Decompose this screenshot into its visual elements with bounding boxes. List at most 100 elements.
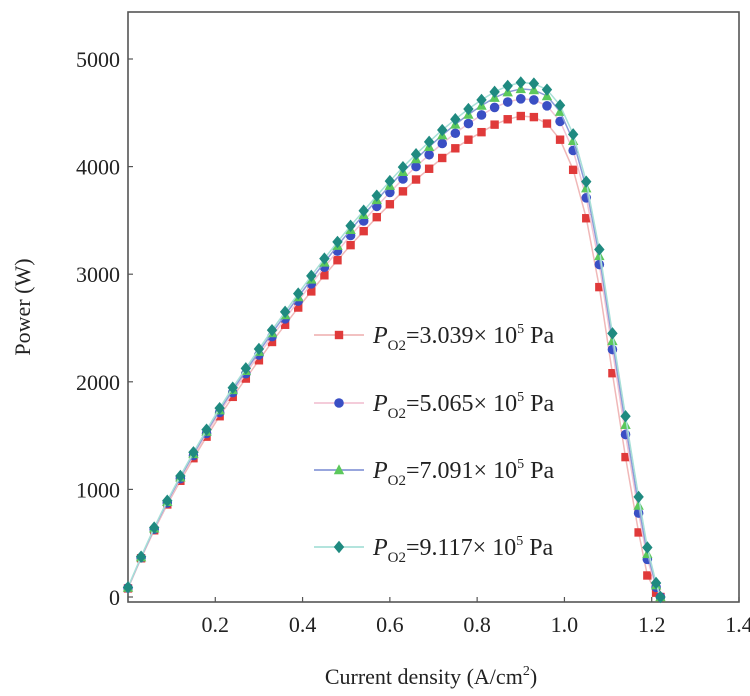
series-1-point [320,271,329,280]
y-tick-label: 0 [109,585,120,610]
series-4-point [489,85,500,99]
legend-item-1: PO2=3.039× 105 Pa [314,322,554,354]
x-tick-label: 0.8 [463,612,491,637]
series-1-point [438,153,447,163]
x-tick-label: 1.2 [638,612,666,637]
series-4-point [554,99,566,112]
legend-label: PO2=3.039× 105 Pa [372,322,554,354]
series-2-point [437,138,448,149]
series-2-point [398,174,408,184]
series-4-point [384,174,396,188]
series-4-point [450,113,461,126]
series-4-point [515,76,526,89]
series-1-point [464,135,473,144]
series-4-point [122,581,134,594]
series-4-point [162,494,173,507]
legend: PO2=3.039× 105 Pa PO2=5.065× 105 Pa PO2=7.… [314,322,554,566]
series-1-point [307,287,316,296]
x-tick-label: 1.4 [725,612,750,637]
series-1-point [634,528,643,537]
series-4-point [607,327,618,340]
series-3-point [633,499,644,510]
series-1-point [254,356,264,365]
series-1-point [542,119,552,128]
series-4-point [201,423,212,436]
series-4-point [371,189,382,202]
series-4-point [345,219,356,232]
series-4-point [437,123,448,137]
legend-item-4: PO2=9.117× 105 Pa [314,534,554,566]
series-1-point [516,111,525,121]
series-1-point [503,115,512,124]
series-1-point [451,144,460,153]
y-tick-label: 1000 [76,477,120,502]
series-4-point [528,77,540,90]
x-tick-label: 0.4 [289,612,317,637]
y-axis-title: Power (W) [10,258,35,355]
x-tick-label: 1.0 [551,612,579,637]
legend-label: PO2=9.117× 105 Pa [372,534,554,566]
series-1-point [568,165,578,175]
legend-label: PO2=7.091× 105 Pa [372,457,554,489]
series-2-point [542,101,552,111]
x-axis-ticks: 0.2 0.4 0.6 0.8 1.0 1.2 1.4 [202,597,750,637]
series-4-point [279,305,291,319]
series-4-point [650,576,662,590]
y-tick-label: 2000 [76,370,120,395]
series-1-point [398,187,408,196]
series-2-point [411,161,421,172]
series-1-point [424,164,434,173]
series-4-point [541,83,553,96]
series-2-point [515,94,526,104]
series-4-point [463,102,474,116]
x-tick-label: 0.6 [376,612,404,637]
series-3-point [607,335,618,346]
series-1-point [477,127,486,137]
plot-frame [127,11,740,603]
series-1-point [555,135,565,144]
series-4-point [135,550,147,563]
series-3-point [620,419,631,430]
y-axis-ticks: 0 1000 2000 3000 4000 5000 [76,47,133,610]
series-4-point [655,590,666,604]
series-4-point [476,93,487,107]
legend-marker [334,398,344,408]
series-2-point [463,118,474,129]
y-tick-label: 3000 [76,262,120,287]
series-4-point [358,204,369,217]
series-1-point [333,256,342,265]
series-4-point [423,135,435,149]
series-4-point [148,521,160,534]
series-2-point [476,110,487,120]
series-4-point [253,342,265,356]
series-4-point [397,160,409,174]
legend-item-2: PO2=5.065× 105 Pa [314,390,554,422]
legend-marker [333,464,345,475]
series-2-point [529,95,539,105]
series-1-point [490,120,499,129]
series-4-point [293,287,304,300]
y-tick-label: 4000 [76,155,120,180]
series-4-point [266,323,278,337]
series-2-point [502,97,513,107]
series-4-point [319,252,330,265]
series-1-point [529,112,539,122]
series-1-point [359,226,368,236]
legend-marker [334,330,344,340]
series-4-point [620,410,631,423]
series-1-point [651,588,661,597]
series-1-point [608,368,617,378]
series-4-point [214,401,225,415]
series-4-point [332,235,343,249]
x-tick-label: 0.2 [202,612,230,637]
legend-label: PO2=5.065× 105 Pa [372,390,554,422]
series-4-point [175,469,186,483]
series-4-point [567,128,579,141]
series-4-point [240,362,252,375]
series-4-point [581,175,592,188]
series-4-point [642,541,653,554]
series-1-point [267,337,277,347]
series-1-point [621,452,630,462]
legend-marker [333,540,345,554]
